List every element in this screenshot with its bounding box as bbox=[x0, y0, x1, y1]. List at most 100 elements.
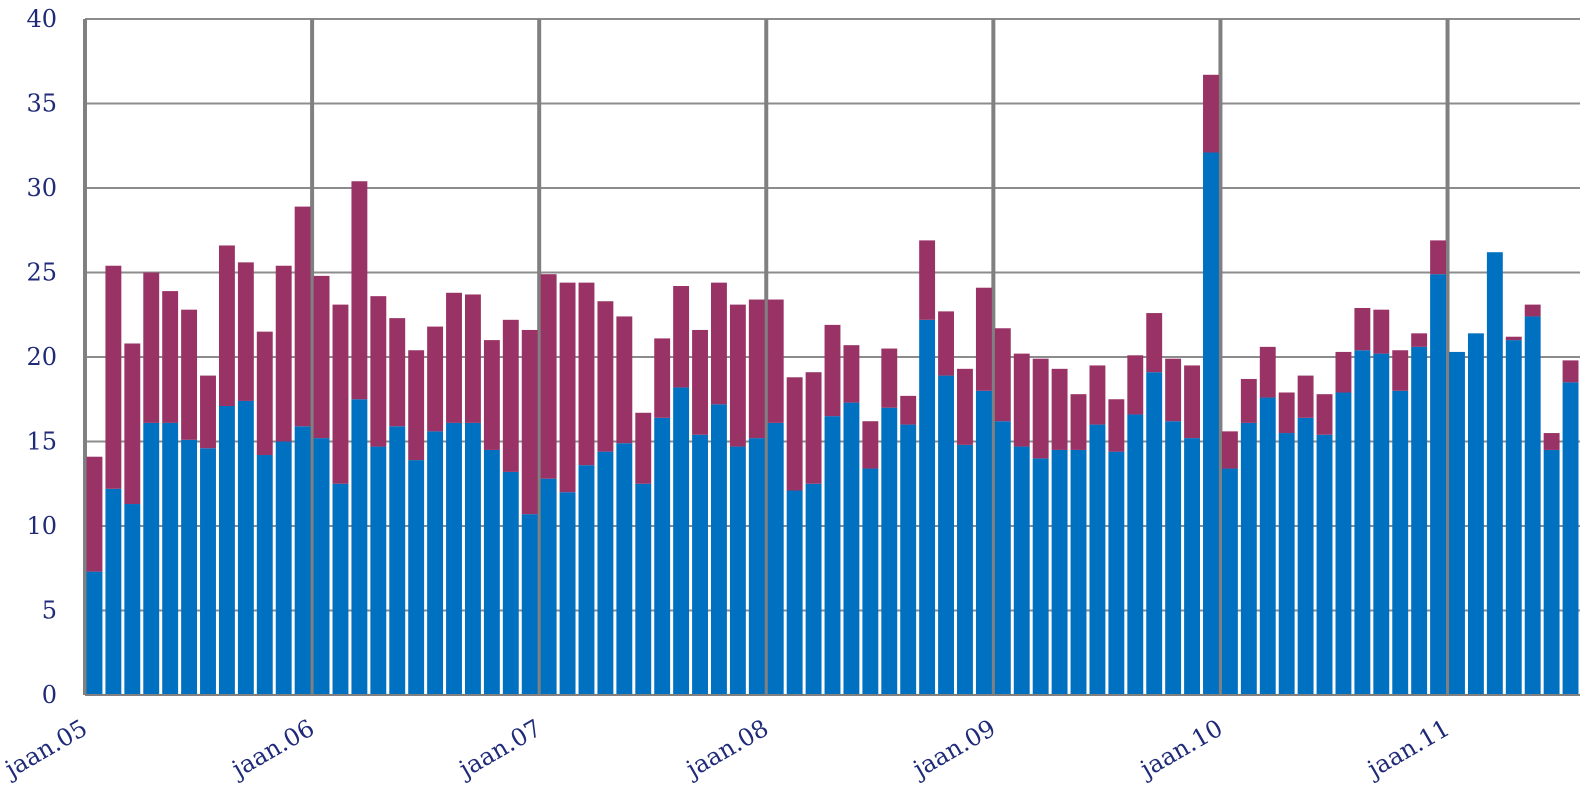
bar-segment bbox=[521, 329, 538, 515]
x-tick-label: jaan.08 bbox=[679, 714, 773, 785]
bar-segment bbox=[351, 399, 368, 695]
bar-segment bbox=[729, 304, 746, 447]
bar-segment bbox=[200, 375, 216, 449]
bar-segment bbox=[1089, 424, 1106, 695]
x-tick-label: jaan.05 bbox=[0, 714, 92, 785]
bar-segment bbox=[938, 375, 954, 695]
bar-segment bbox=[654, 338, 671, 418]
bar-segment bbox=[597, 451, 614, 695]
bar-segment bbox=[1335, 351, 1352, 393]
bar-segment bbox=[1165, 358, 1182, 422]
bar-segment bbox=[711, 404, 727, 695]
bar-segment bbox=[1108, 399, 1125, 452]
bar-segment bbox=[294, 426, 311, 695]
bar-segment bbox=[483, 340, 500, 450]
bar-segment bbox=[1184, 438, 1201, 695]
bar-segment bbox=[843, 345, 860, 403]
bar-segment bbox=[162, 422, 179, 695]
bar-segment bbox=[1203, 74, 1219, 153]
bar-segment bbox=[767, 422, 784, 695]
bar-segment bbox=[1354, 350, 1371, 695]
bar-segment bbox=[1505, 336, 1522, 341]
bar-segment bbox=[824, 324, 841, 417]
bar-segment bbox=[1108, 451, 1125, 695]
bar-segment bbox=[1562, 382, 1579, 695]
bar-segment bbox=[181, 309, 198, 440]
bar-segment bbox=[294, 206, 311, 427]
bar-segment bbox=[578, 282, 595, 466]
bar-segment bbox=[389, 318, 406, 427]
bar-segment bbox=[389, 426, 406, 695]
bar-segment bbox=[994, 328, 1011, 422]
y-tick-label: 25 bbox=[26, 259, 57, 287]
bar-segment bbox=[559, 492, 576, 695]
bar-segment bbox=[975, 287, 992, 391]
bar-segment bbox=[559, 282, 576, 493]
bar-segment bbox=[805, 372, 822, 484]
x-tick-label: jaan.09 bbox=[906, 714, 1000, 785]
bar-segment bbox=[313, 275, 330, 439]
bar-segment bbox=[1184, 365, 1201, 439]
bar-segment bbox=[957, 444, 973, 695]
bar-segment bbox=[256, 455, 273, 695]
bar-segment bbox=[1146, 313, 1163, 373]
bar-segment bbox=[332, 304, 349, 484]
bar-segment bbox=[692, 434, 708, 695]
bar-segment bbox=[862, 421, 879, 469]
bar-segment bbox=[1543, 433, 1560, 450]
y-tick-label: 15 bbox=[26, 428, 57, 456]
bar-segment bbox=[597, 301, 614, 452]
bar-segment bbox=[578, 465, 595, 695]
bar-segment bbox=[464, 422, 481, 695]
bar-segment bbox=[143, 422, 160, 695]
bar-segment bbox=[1297, 375, 1314, 418]
bar-segment bbox=[786, 377, 803, 491]
bar-segment bbox=[1486, 252, 1503, 695]
y-tick-label: 35 bbox=[26, 90, 57, 118]
y-tick-label: 20 bbox=[26, 343, 57, 371]
y-tick-label: 5 bbox=[42, 597, 57, 625]
bar-segment bbox=[616, 316, 633, 444]
bar-segment bbox=[1430, 274, 1447, 695]
bar-segment bbox=[218, 245, 235, 407]
bar-segment bbox=[711, 282, 727, 405]
bar-segment bbox=[994, 421, 1011, 695]
bar-segment bbox=[1392, 390, 1409, 695]
bar-segment bbox=[162, 291, 179, 423]
bar-segment bbox=[427, 431, 444, 695]
bar-segment bbox=[1449, 351, 1465, 695]
bar-segment bbox=[1051, 449, 1068, 695]
bar-segment bbox=[748, 299, 765, 439]
bar-segment bbox=[1524, 304, 1541, 317]
bar-segment bbox=[218, 406, 235, 695]
bar-segment bbox=[1543, 449, 1560, 695]
bar-segment bbox=[635, 412, 652, 484]
bar-segment bbox=[919, 319, 936, 695]
bar-segment bbox=[1127, 355, 1144, 415]
bar-segment bbox=[938, 311, 954, 376]
bar-segment bbox=[635, 483, 652, 695]
bar-segment bbox=[1221, 431, 1238, 469]
bar-segment bbox=[1411, 346, 1428, 695]
bar-segment bbox=[900, 424, 917, 695]
bar-segment bbox=[919, 240, 936, 320]
bar-segment bbox=[881, 348, 898, 408]
bar-segment bbox=[313, 438, 330, 695]
y-tick-label: 30 bbox=[26, 174, 57, 202]
bar-segment bbox=[805, 483, 822, 695]
bar-segment bbox=[900, 395, 917, 425]
bar-segment bbox=[124, 504, 141, 695]
bar-segment bbox=[1411, 333, 1428, 347]
bar-segment bbox=[1221, 468, 1238, 695]
bar-segment bbox=[843, 402, 860, 695]
x-tick-label: jaan.07 bbox=[452, 714, 546, 785]
bar-segment bbox=[1051, 368, 1068, 450]
x-tick-label: jaan.11 bbox=[1360, 714, 1454, 785]
bar-segment bbox=[1278, 433, 1295, 695]
bar-segment bbox=[1354, 307, 1371, 351]
bar-segment bbox=[502, 319, 519, 472]
bar-segment bbox=[1335, 392, 1352, 695]
bar-segment bbox=[1165, 421, 1182, 695]
bar-segment bbox=[521, 514, 538, 695]
